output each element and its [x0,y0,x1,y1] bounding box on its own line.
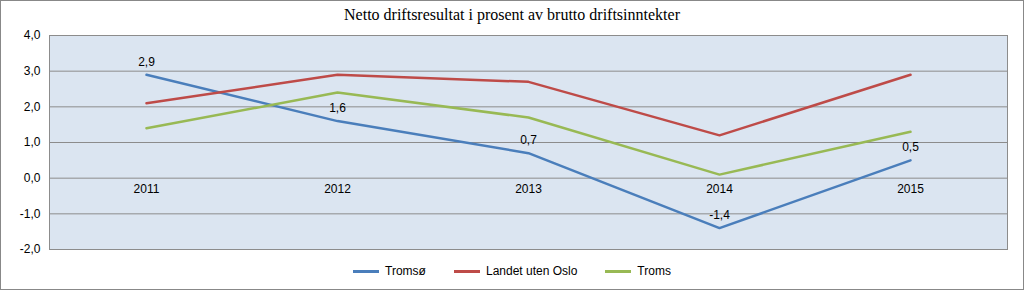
svg-text:3,0: 3,0 [24,64,41,78]
svg-text:-2,0: -2,0 [20,242,41,256]
svg-text:2013: 2013 [515,182,542,196]
svg-text:0,5: 0,5 [902,140,919,154]
svg-text:2012: 2012 [324,182,351,196]
svg-text:-1,4: -1,4 [709,208,730,222]
svg-text:4,0: 4,0 [24,28,41,42]
svg-text:2015: 2015 [897,182,924,196]
html-text:Tromsø: Tromsø [385,264,426,278]
html-text:Troms: Troms [637,264,671,278]
svg-text:2,0: 2,0 [24,100,41,114]
svg-text:2014: 2014 [706,182,733,196]
html-text:Landet uten Oslo: Landet uten Oslo [486,264,578,278]
svg-text:2,9: 2,9 [138,55,155,69]
svg-text:1,0: 1,0 [24,135,41,149]
svg-text:0,7: 0,7 [520,133,537,147]
svg-text:1,6: 1,6 [329,101,346,115]
svg-text:0,0: 0,0 [24,171,41,185]
html-text:Netto driftsresultat i prosent: Netto driftsresultat i prosent av brutto… [344,6,680,23]
svg-text:2011: 2011 [134,182,160,196]
svg-text:-1,0: -1,0 [20,207,41,221]
